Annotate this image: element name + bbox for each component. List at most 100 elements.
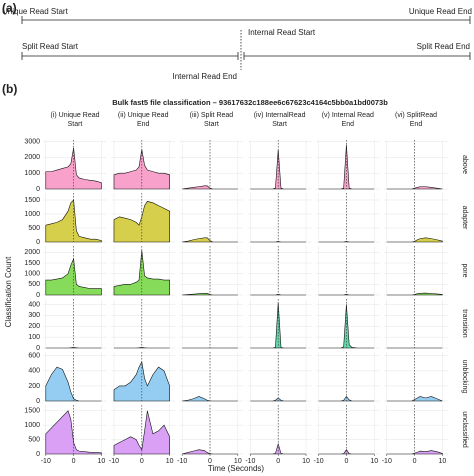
diagram-label: Internal Read Start xyxy=(248,28,316,37)
panel-background xyxy=(43,299,107,348)
area xyxy=(386,450,443,455)
strip-label: adapter xyxy=(461,206,468,230)
area xyxy=(113,250,170,296)
panel-background xyxy=(179,193,244,242)
x-tick-label: 0 xyxy=(72,458,76,465)
panel-label: (b) xyxy=(2,82,17,96)
y-tick-label: 500 xyxy=(28,225,40,232)
column-header: (vi) SplitRead xyxy=(395,112,437,119)
column-header: Start xyxy=(68,121,83,128)
area xyxy=(182,292,238,296)
column-header: End xyxy=(342,121,355,128)
panel-background xyxy=(179,405,244,454)
area xyxy=(45,366,102,402)
column-header: (i) Unique Read xyxy=(50,112,99,119)
area xyxy=(182,185,238,190)
diagram-label: Split Read Start xyxy=(22,42,79,51)
x-tick-label: 10 xyxy=(166,458,174,465)
area xyxy=(386,237,443,243)
diagram-label: Unique Read End xyxy=(409,7,472,16)
y-tick-label: 200 xyxy=(28,383,40,390)
y-tick-label: 500 xyxy=(28,281,40,288)
panel-background xyxy=(384,405,448,454)
column-header: End xyxy=(137,121,150,128)
panel-background xyxy=(384,140,448,189)
x-tick-label: 0 xyxy=(276,458,280,465)
panel-label: (a) xyxy=(2,1,17,15)
x-tick-label: 10 xyxy=(302,458,310,465)
x-tick-label: -10 xyxy=(177,458,187,465)
y-axis-label: Classification Count xyxy=(4,256,13,327)
x-tick-label: 10 xyxy=(98,458,106,465)
column-header: Start xyxy=(272,121,287,128)
column-header: (iv) InternalRead xyxy=(254,112,306,119)
strip-label: pore xyxy=(461,263,468,277)
area xyxy=(250,397,307,402)
y-tick-label: 1500 xyxy=(24,260,40,267)
y-tick-label: 400 xyxy=(28,368,40,375)
area xyxy=(113,360,170,402)
x-tick-label: -10 xyxy=(382,458,392,465)
diagram-label: Split Read End xyxy=(417,42,470,51)
y-tick-label: 200 xyxy=(28,323,40,330)
area xyxy=(386,186,443,190)
column-header: (v) Internal Read xyxy=(322,112,374,119)
y-tick-label: 0 xyxy=(36,451,40,458)
x-tick-label: -10 xyxy=(245,458,255,465)
panel-background xyxy=(384,193,448,242)
panel-background xyxy=(179,246,244,295)
area xyxy=(113,201,170,243)
x-tick-label: 10 xyxy=(370,458,378,465)
y-tick-label: 1000 xyxy=(24,170,40,177)
y-tick-label: 1000 xyxy=(24,271,40,278)
x-tick-label: 0 xyxy=(140,458,144,465)
y-tick-label: 0 xyxy=(36,398,40,405)
y-tick-label: 1000 xyxy=(24,211,40,218)
area xyxy=(318,449,375,455)
panel-background xyxy=(315,193,380,242)
x-tick-label: 10 xyxy=(234,458,242,465)
panel-background xyxy=(179,299,244,348)
area xyxy=(318,395,375,402)
x-tick-label: 0 xyxy=(413,458,417,465)
panel-background xyxy=(315,352,380,401)
strip-label: above xyxy=(461,155,468,174)
x-axis-label: Time (Seconds) xyxy=(208,464,265,473)
column-header: Start xyxy=(204,121,219,128)
x-tick-label: -10 xyxy=(109,458,119,465)
panel-background xyxy=(315,246,380,295)
area xyxy=(386,396,443,402)
panel-background xyxy=(179,140,244,189)
read-diagram xyxy=(21,16,471,70)
panel-background xyxy=(315,405,380,454)
area xyxy=(318,144,375,190)
panel-background xyxy=(247,405,312,454)
area xyxy=(182,237,238,243)
area xyxy=(182,396,238,402)
area xyxy=(250,302,307,349)
x-tick-label: -10 xyxy=(41,458,51,465)
panel-background xyxy=(384,299,448,348)
area xyxy=(182,449,238,455)
y-tick-label: 2000 xyxy=(24,249,40,256)
area xyxy=(113,410,170,455)
y-tick-label: 400 xyxy=(28,301,40,308)
y-tick-label: 1500 xyxy=(24,197,40,204)
panel-background xyxy=(179,352,244,401)
column-header: (ii) Unique Read xyxy=(118,112,169,119)
chart-title: Bulk fast5 file classification – 9361763… xyxy=(112,98,388,107)
y-tick-label: 1500 xyxy=(24,408,40,415)
area xyxy=(113,149,170,190)
y-tick-label: 600 xyxy=(28,353,40,360)
y-tick-label: 500 xyxy=(28,436,40,443)
column-header: End xyxy=(410,121,423,128)
y-tick-label: 3000 xyxy=(24,138,40,145)
y-tick-label: 0 xyxy=(36,292,40,299)
strip-label: unblocking xyxy=(461,360,468,394)
y-tick-label: 1000 xyxy=(24,422,40,429)
x-tick-label: 0 xyxy=(208,458,212,465)
strip-label: unclassified xyxy=(461,411,468,448)
panel-background xyxy=(247,193,312,242)
x-tick-label: 0 xyxy=(344,458,348,465)
